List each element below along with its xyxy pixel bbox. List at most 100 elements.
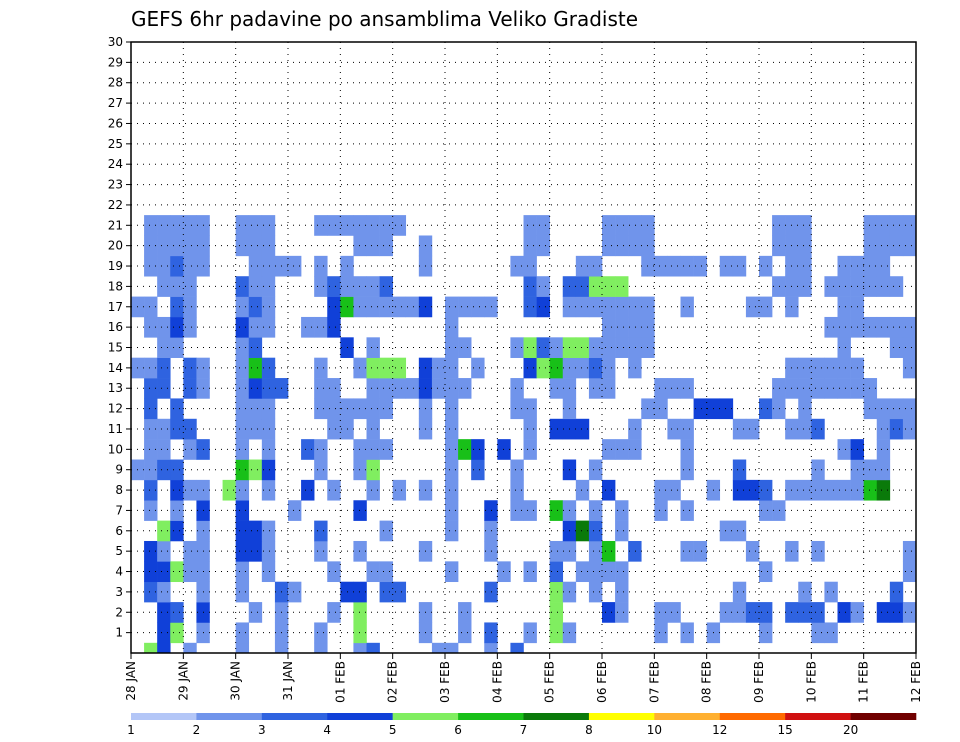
heatmap-cell — [902, 235, 917, 257]
heatmap-cell — [876, 235, 891, 257]
heatmap-cell — [745, 479, 760, 501]
y-tick-label: 3 — [115, 585, 123, 599]
heatmap-cell — [863, 398, 878, 420]
heatmap-cell — [235, 296, 250, 318]
heatmap-cell — [837, 357, 851, 379]
heatmap-cell — [588, 520, 603, 542]
heatmap-cell — [327, 479, 341, 501]
heatmap-cell — [314, 439, 328, 460]
heatmap-cell — [732, 520, 747, 542]
heatmap-cell — [261, 296, 276, 318]
heatmap-cell — [248, 235, 263, 257]
x-tick-label: 11 FEB — [857, 661, 871, 703]
heatmap-cell — [170, 316, 184, 338]
heatmap-cell — [157, 235, 171, 257]
heatmap-cell — [510, 378, 524, 399]
colorbar-label: 3 — [258, 723, 266, 737]
heatmap-cell — [575, 418, 590, 440]
heatmap-cell — [523, 500, 537, 521]
heatmap-cell — [144, 540, 158, 562]
heatmap-cell — [549, 378, 564, 399]
heatmap-cell — [170, 398, 184, 420]
heatmap-cell — [235, 357, 250, 379]
heatmap-cell — [288, 500, 302, 521]
heatmap-cell — [549, 357, 564, 379]
heatmap-cell — [549, 602, 564, 623]
heatmap-cell — [575, 296, 590, 318]
heatmap-cell — [170, 602, 184, 623]
heatmap-cell — [314, 520, 328, 542]
heatmap-cell — [667, 602, 681, 623]
heatmap-cell — [811, 459, 825, 481]
heatmap-cell — [144, 398, 158, 420]
heatmap-cell — [510, 479, 524, 501]
heatmap-cell — [837, 296, 851, 318]
heatmap-cell — [431, 357, 446, 379]
heatmap-cell — [745, 418, 760, 440]
heatmap-cell — [392, 215, 407, 236]
heatmap-cell — [235, 459, 250, 481]
heatmap-cell — [824, 357, 838, 379]
heatmap-cell — [458, 602, 472, 623]
heatmap-cell — [615, 500, 629, 521]
heatmap-cell — [288, 255, 302, 277]
heatmap-cell — [837, 479, 851, 501]
heatmap-cell — [445, 357, 459, 379]
heatmap-cell — [353, 235, 367, 257]
heatmap-cell — [157, 642, 171, 654]
x-tick-label: 04 FEB — [490, 661, 504, 703]
heatmap-cell — [157, 622, 171, 644]
heatmap-cell — [366, 337, 380, 358]
heatmap-cell — [602, 561, 616, 583]
heatmap-cell — [680, 500, 694, 521]
heatmap-cell — [366, 296, 380, 318]
heatmap-cell — [484, 540, 498, 562]
heatmap-cell — [235, 316, 250, 338]
heatmap-cell — [314, 316, 328, 338]
heatmap-cell — [798, 378, 812, 399]
y-tick-label: 29 — [108, 55, 123, 69]
heatmap-cell — [431, 642, 446, 654]
heatmap-cell — [902, 215, 917, 236]
heatmap-cell — [628, 418, 642, 440]
heatmap-cell — [392, 479, 407, 501]
heatmap-cell — [288, 581, 302, 603]
heatmap-cell — [615, 276, 629, 297]
heatmap-cell — [445, 418, 459, 440]
heatmap-cell — [523, 398, 537, 420]
heatmap-cell — [235, 561, 250, 583]
heatmap-cell — [261, 540, 276, 562]
heatmap-cell — [759, 398, 773, 420]
y-tick-label: 15 — [108, 341, 123, 355]
heatmap-cell — [157, 215, 171, 236]
heatmap-cell — [876, 255, 891, 277]
x-tick-label: 29 JAN — [176, 661, 190, 701]
heatmap-cell — [654, 602, 668, 623]
heatmap-cell — [772, 276, 786, 297]
heatmap-cell — [719, 398, 734, 420]
heatmap-cell — [523, 418, 537, 440]
heatmap-cell — [379, 561, 393, 583]
heatmap-cell — [353, 602, 367, 623]
heatmap-cell — [170, 296, 184, 318]
heatmap-cell — [157, 459, 171, 481]
heatmap-cell — [811, 540, 825, 562]
heatmap-cell — [602, 540, 616, 562]
y-tick-label: 13 — [108, 381, 123, 395]
heatmap-cell — [889, 418, 904, 440]
colorbar-label: 5 — [389, 723, 397, 737]
y-tick-label: 7 — [115, 503, 123, 517]
y-tick-label: 19 — [108, 259, 123, 273]
heatmap-cell — [157, 540, 171, 562]
heatmap-cell — [615, 520, 629, 542]
heatmap-cell — [615, 296, 629, 318]
heatmap-cell — [575, 357, 590, 379]
heatmap-cell — [745, 296, 760, 318]
heatmap-cell — [157, 255, 171, 277]
colorbar-swatch — [523, 713, 590, 720]
heatmap-cell — [170, 520, 184, 542]
y-tick-label: 16 — [108, 320, 123, 334]
heatmap-cell — [392, 378, 407, 399]
heatmap-cell — [261, 357, 276, 379]
heatmap-cell — [523, 357, 537, 379]
